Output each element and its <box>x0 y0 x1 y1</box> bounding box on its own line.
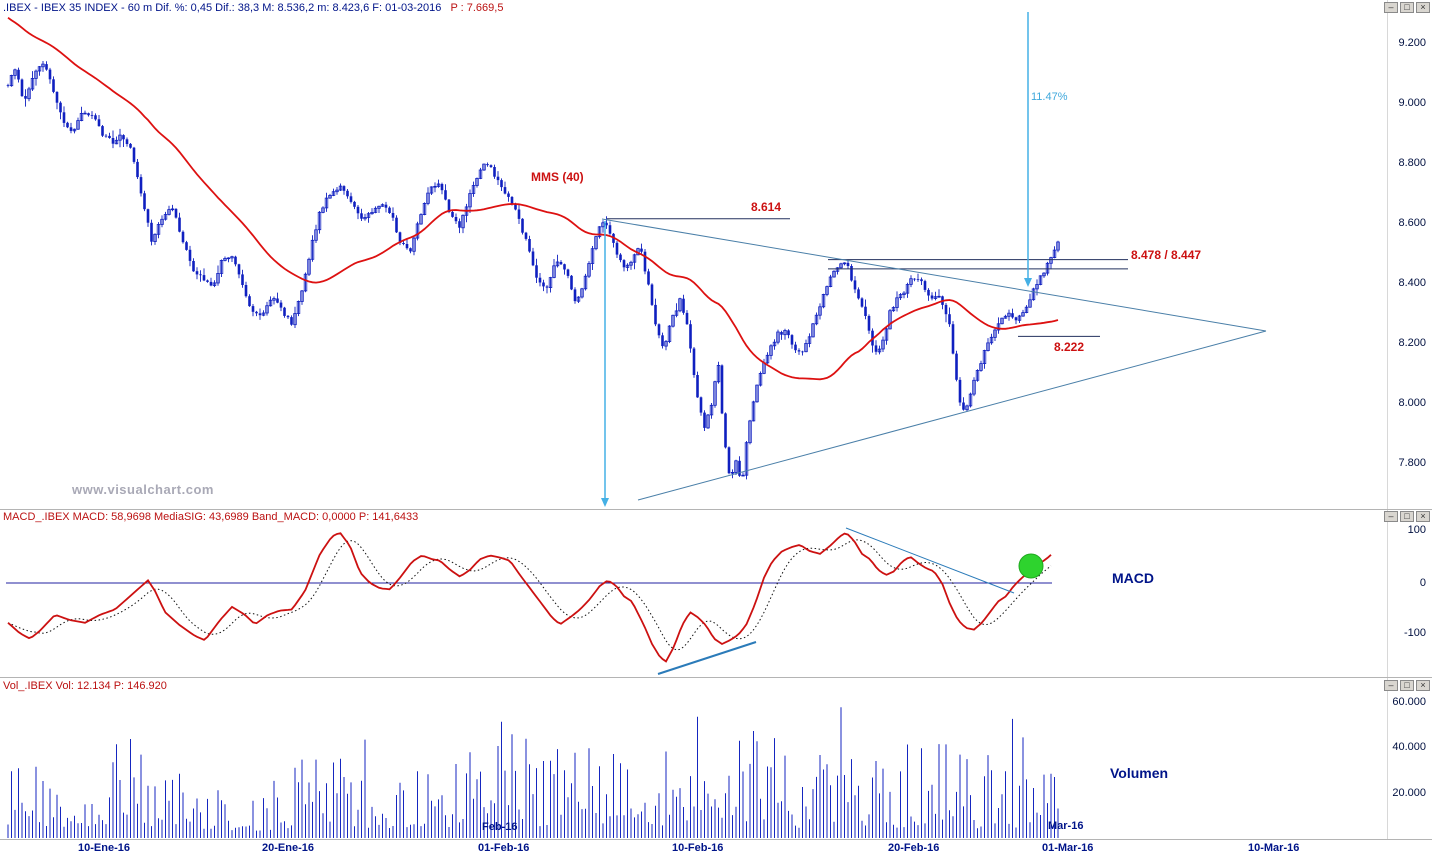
month-label-feb: Feb-16 <box>482 821 518 833</box>
measure-percent-label: 11.47% <box>1031 91 1068 103</box>
watermark: www.visualchart.com <box>72 482 214 497</box>
minimize-button[interactable]: – <box>1384 2 1398 13</box>
price-axis-label: 8.000 <box>1398 397 1426 409</box>
price-axis-label: 8.800 <box>1398 157 1426 169</box>
price-axis-label: 9.200 <box>1398 37 1426 49</box>
minimize-button[interactable]: – <box>1384 680 1398 691</box>
price-axis-label: 8.600 <box>1398 217 1426 229</box>
macd-panel-header: MACD_.IBEX MACD: 58,9698 MediaSIG: 43,69… <box>3 511 418 523</box>
panel-separator <box>0 677 1432 678</box>
restore-button[interactable]: □ <box>1400 2 1414 13</box>
date-label: 10-Feb-16 <box>672 842 724 854</box>
date-label: 01-Feb-16 <box>478 842 530 854</box>
level-label-8478-8447: 8.478 / 8.447 <box>1131 248 1202 262</box>
volume-axis-label: 60.000 <box>1392 696 1426 708</box>
level-label-8222: 8.222 <box>1054 340 1085 354</box>
restore-button[interactable]: □ <box>1400 511 1414 522</box>
date-label: 01-Mar-16 <box>1042 842 1094 854</box>
close-button[interactable]: × <box>1416 511 1430 522</box>
price-axis-label: 8.200 <box>1398 337 1426 349</box>
macd-axis-label: 100 <box>1407 524 1426 536</box>
panel-separator <box>0 509 1432 510</box>
price-axis-label: 8.400 <box>1398 277 1426 289</box>
date-label: 10-Mar-16 <box>1248 842 1300 854</box>
minimize-button[interactable]: – <box>1384 511 1398 522</box>
close-button[interactable]: × <box>1416 680 1430 691</box>
mms-label: MMS (40) <box>531 170 584 184</box>
date-label: 20-Feb-16 <box>888 842 940 854</box>
macd-panel-window-controls: – □ × <box>1384 511 1430 522</box>
volume-panel-label: Volumen <box>1110 765 1169 781</box>
volume-header-text: Vol_.IBEX Vol: 12.134 P: 146.920 <box>3 680 167 692</box>
date-label: 20-Ene-16 <box>262 842 314 854</box>
panel-separator <box>0 839 1432 840</box>
date-label: 10-Ene-16 <box>78 842 130 854</box>
axis-separator <box>1387 0 1388 839</box>
price-axis-label: 7.800 <box>1398 457 1426 469</box>
level-label-8614: 8.614 <box>751 200 782 214</box>
price-header-last: P : 7.669,5 <box>450 2 504 14</box>
macd-axis-label: 0 <box>1419 577 1426 589</box>
price-header-text: .IBEX - IBEX 35 INDEX - 60 m Dif. %: 0,4… <box>3 2 442 14</box>
price-axis-label: 9.000 <box>1398 97 1426 109</box>
price-panel-window-controls: – □ × <box>1384 2 1430 13</box>
volume-panel-header: Vol_.IBEX Vol: 12.134 P: 146.920 <box>3 680 167 692</box>
price-panel-header: .IBEX - IBEX 35 INDEX - 60 m Dif. %: 0,4… <box>3 2 503 14</box>
macd-panel-label: MACD <box>1112 570 1154 586</box>
volume-axis-label: 40.000 <box>1392 741 1426 753</box>
volume-panel-window-controls: – □ × <box>1384 680 1430 691</box>
close-button[interactable]: × <box>1416 2 1430 13</box>
volume-axis-label: 20.000 <box>1392 787 1426 799</box>
month-label-mar: Mar-16 <box>1048 820 1084 832</box>
restore-button[interactable]: □ <box>1400 680 1414 691</box>
macd-axis-label: -100 <box>1403 627 1426 639</box>
macd-header-text: MACD_.IBEX MACD: 58,9698 MediaSIG: 43,69… <box>3 511 419 523</box>
